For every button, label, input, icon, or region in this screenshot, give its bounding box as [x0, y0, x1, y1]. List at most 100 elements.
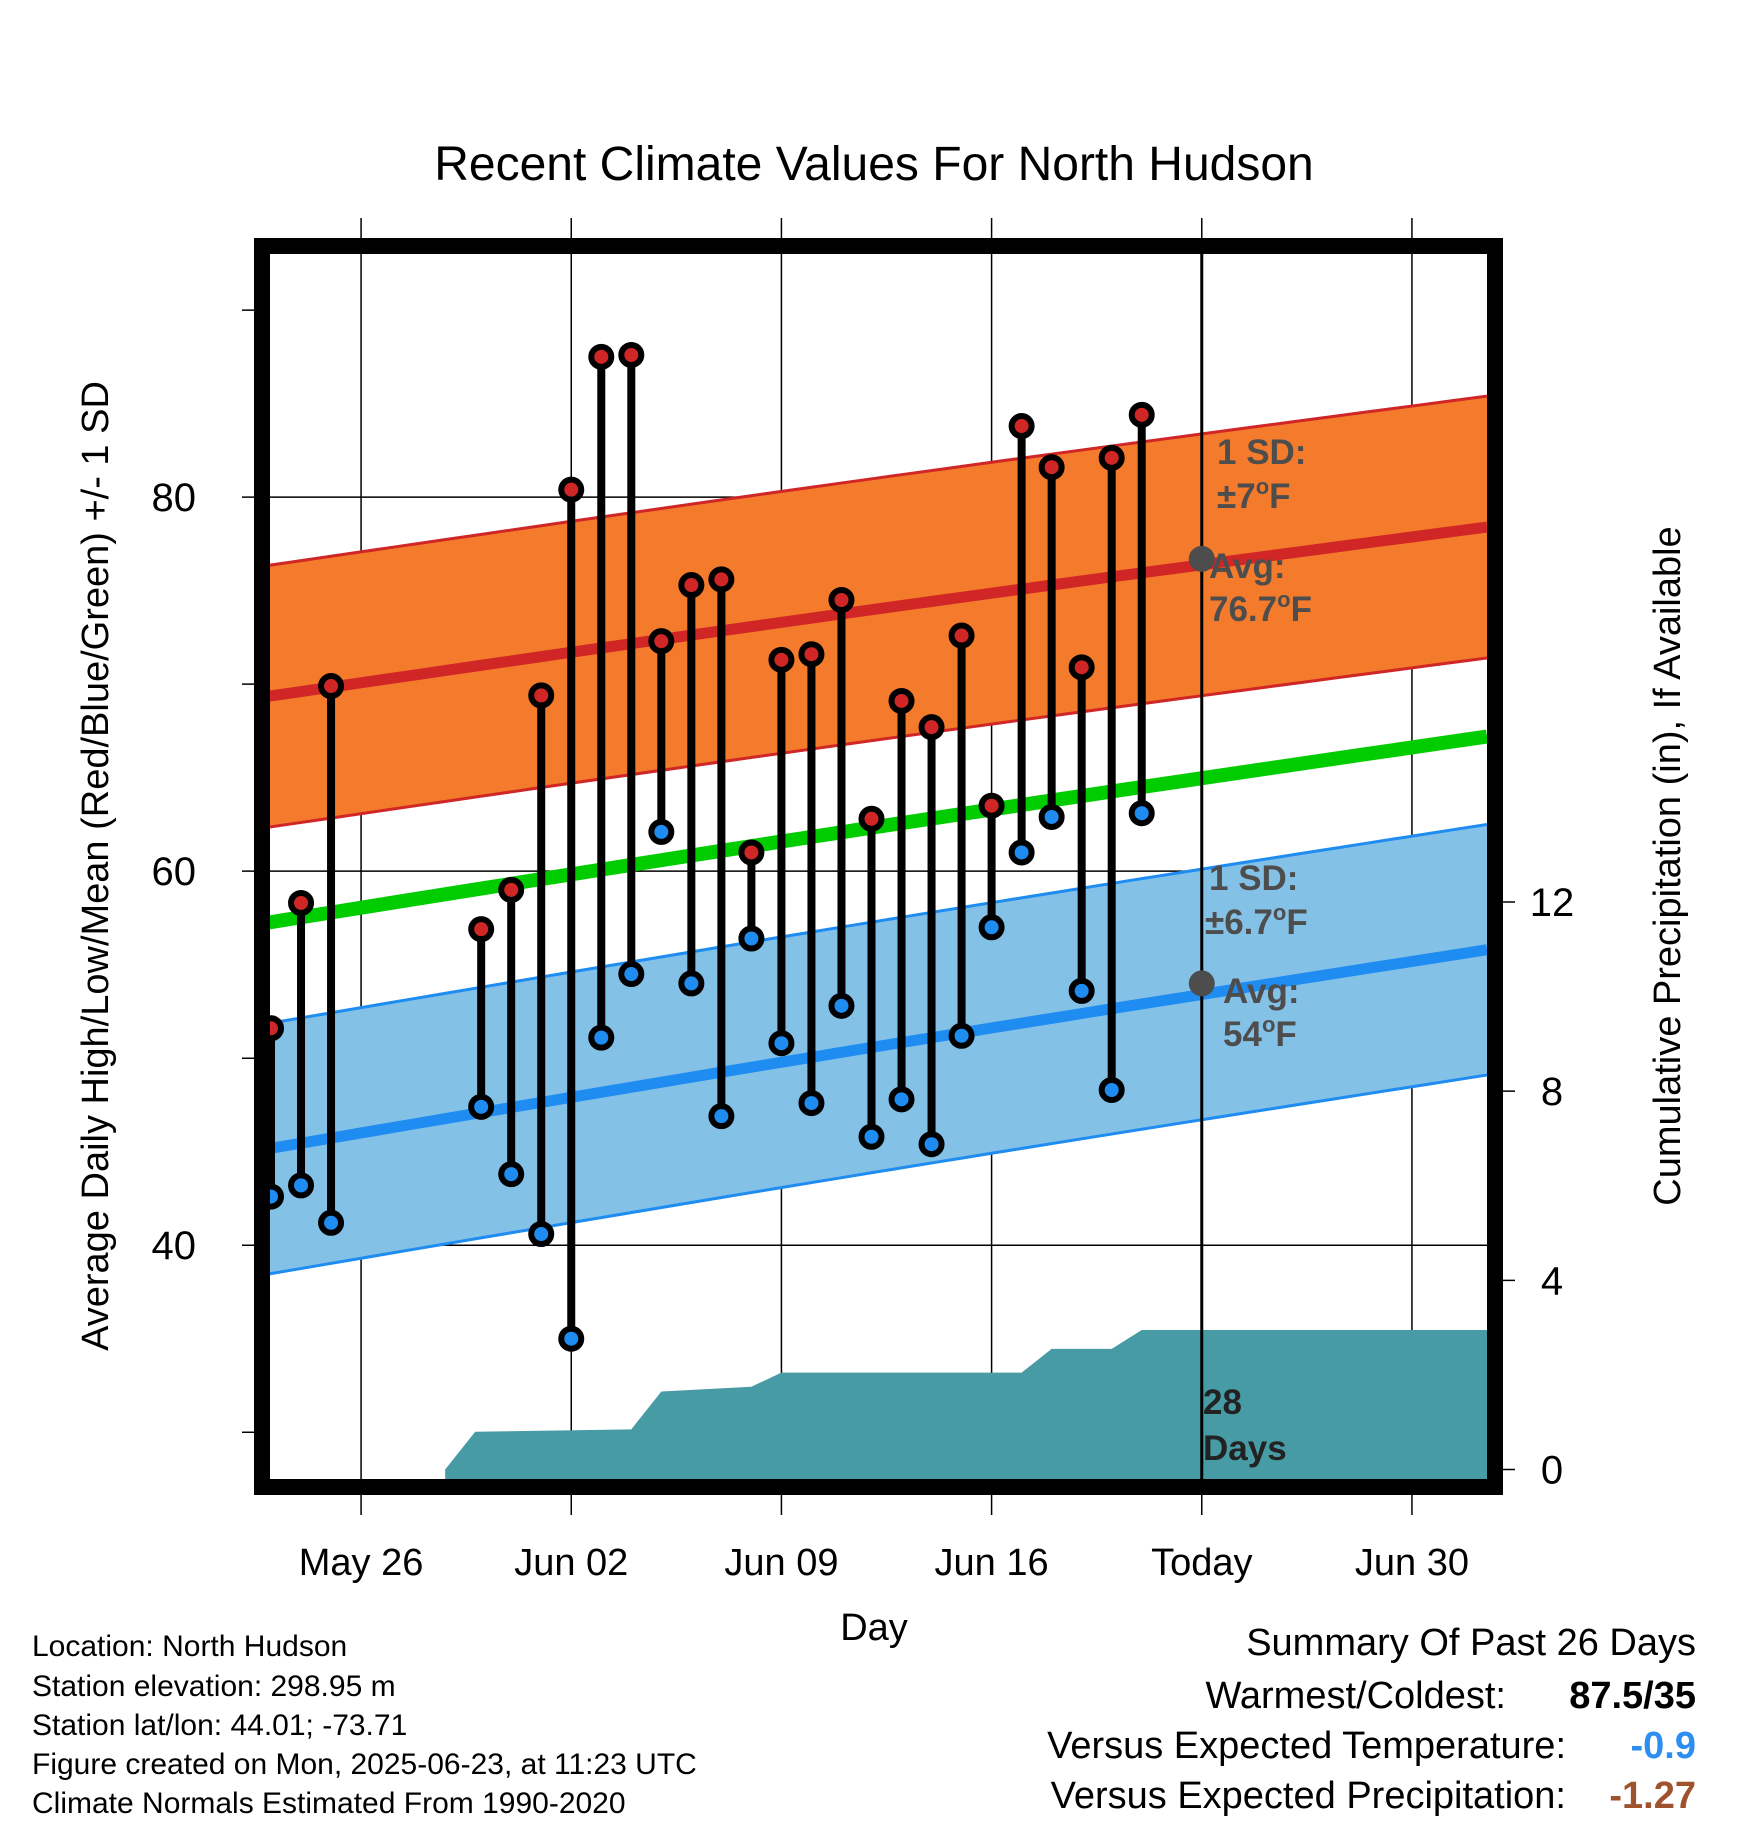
daily-low-dot	[468, 1093, 495, 1120]
high-sd-band-lower-edge	[262, 656, 1487, 830]
daily-high-dot	[918, 714, 945, 741]
footer-normals: Climate Normals Estimated From 1990-2020	[32, 1787, 626, 1820]
y-tick-label-left: 60	[152, 850, 197, 894]
low-sd-band-lower-edge	[262, 1073, 1487, 1277]
daily-high-dot	[1038, 454, 1065, 481]
y-tick-label-right: 8	[1541, 1070, 1563, 1114]
daily-high-dot	[588, 343, 615, 370]
axes: May 26 Jun 02 Jun 09 Jun 16 Today Jun 3040608…	[152, 309, 1575, 1584]
data-marks	[258, 254, 1215, 1479]
daily-low-dot	[708, 1103, 735, 1130]
y-tick-label-right: 12	[1530, 881, 1575, 925]
daily-high-dot	[318, 673, 345, 700]
daily-low-dot	[768, 1030, 795, 1057]
daily-low-dot	[678, 970, 705, 997]
x-tick-label: Jun 16	[935, 1542, 1049, 1584]
footer-created: Figure created on Mon, 2025-06-23, at 11…	[32, 1748, 697, 1781]
x-tick-label: May 26	[299, 1542, 424, 1584]
daily-low-dot	[858, 1123, 885, 1150]
daily-high-dot	[288, 889, 315, 916]
daily-high-dot	[858, 805, 885, 832]
footer-elevation: Station elevation: 298.95 m	[32, 1670, 396, 1703]
daily-high-dot	[1128, 401, 1155, 428]
daily-low-dot	[918, 1131, 945, 1158]
daily-high-dot	[468, 916, 495, 943]
footer-latlon: Station lat/lon: 44.01; -73.71	[32, 1709, 408, 1742]
normal-high-line	[262, 521, 1487, 703]
daily-low-dot	[558, 1325, 585, 1352]
low-avg-value: 54oF	[1223, 1012, 1297, 1054]
daily-low-dot	[648, 818, 675, 845]
daily-high-dot	[738, 839, 765, 866]
days-word-label: Days	[1203, 1429, 1287, 1468]
high-sd-label: 1 SD:	[1217, 433, 1306, 472]
daily-low-dot	[1098, 1076, 1125, 1103]
daily-high-dot	[768, 646, 795, 673]
daily-low-dot	[498, 1161, 525, 1188]
x-tick-label: Jun 30	[1355, 1542, 1469, 1584]
daily-high-dot	[708, 566, 735, 593]
daily-high-dot	[1068, 654, 1095, 681]
y-axis-label-left: Average Daily High/Low/Mean (Red/Blue/Gr…	[75, 381, 117, 1351]
days-count-label: 28	[1203, 1383, 1242, 1422]
summary-precip-label: Versus Expected Precipitation:	[1050, 1775, 1566, 1817]
daily-low-dot	[528, 1221, 555, 1247]
x-tick-label: Today	[1151, 1542, 1252, 1584]
daily-high-dot	[948, 622, 975, 649]
daily-low-dot	[318, 1209, 345, 1236]
high-sd-value: ±7oF	[1217, 474, 1291, 516]
today-high-avg-marker	[1188, 545, 1215, 572]
summary-warm-cold-value: 87.5/35	[1569, 1675, 1696, 1717]
daily-low-dot	[828, 992, 855, 1019]
daily-low-dot	[288, 1172, 315, 1199]
daily-low-dot	[1038, 803, 1065, 830]
footer-location: Location: North Hudson	[32, 1630, 348, 1663]
chart-title: Recent Climate Values For North Hudson	[434, 138, 1314, 191]
today-low-avg-marker	[1188, 970, 1215, 997]
plot-frame	[254, 238, 1503, 1495]
daily-high-dot	[618, 341, 645, 368]
daily-high-dot	[1008, 413, 1035, 440]
daily-high-dot	[678, 572, 705, 599]
high-avg-label: Avg:	[1209, 547, 1285, 586]
summary-temp-label: Versus Expected Temperature:	[1047, 1725, 1566, 1767]
daily-high-dot	[978, 792, 1005, 819]
daily-high-dot	[528, 682, 555, 709]
low-avg-label: Avg:	[1223, 972, 1299, 1011]
daily-low-dot	[618, 961, 645, 988]
daily-low-dot	[1128, 800, 1155, 827]
summary-title: Summary Of Past 26 Days	[1246, 1622, 1696, 1664]
summary-precip-value: -1.27	[1609, 1775, 1696, 1817]
daily-low-dot	[738, 925, 765, 952]
daily-high-dot	[558, 476, 585, 503]
precip-area	[445, 1330, 1487, 1479]
y-axis-label-right: Cumulative Precipitation (in), If Availa…	[1647, 526, 1689, 1205]
daily-high-dot	[828, 586, 855, 613]
y-tick-label-right: 0	[1541, 1449, 1563, 1493]
daily-high-dot	[798, 641, 825, 668]
daily-low-dot	[888, 1086, 915, 1113]
vertical-gridlines	[360, 218, 1413, 1479]
x-tick-label: Jun 02	[514, 1542, 628, 1584]
y-tick-label-left: 40	[152, 1224, 197, 1268]
low-sd-value: ±6.7oF	[1205, 900, 1308, 942]
y-tick-label-left: 80	[152, 476, 197, 520]
daily-low-dot	[948, 1022, 975, 1049]
daily-low-dot	[1068, 977, 1095, 1004]
daily-low-dot	[588, 1024, 615, 1051]
x-tick-label: Jun 09	[724, 1542, 838, 1584]
summary-temp-value: -0.9	[1630, 1725, 1696, 1767]
y-tick-label-right: 4	[1541, 1259, 1563, 1303]
daily-low-dot	[978, 914, 1005, 941]
daily-low-dot	[1008, 839, 1035, 866]
low-sd-label: 1 SD:	[1209, 859, 1298, 898]
daily-high-dot	[888, 687, 915, 714]
daily-high-dot	[648, 628, 675, 655]
x-axis-label: Day	[840, 1607, 908, 1649]
high-sd-band-upper-edge	[262, 394, 1487, 568]
daily-high-dot	[1098, 444, 1125, 471]
summary-warm-cold-label: Warmest/Coldest:	[1205, 1675, 1506, 1717]
daily-high-dot	[498, 876, 525, 903]
